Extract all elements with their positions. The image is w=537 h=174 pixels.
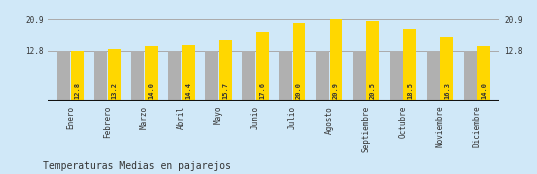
Bar — [477, 46, 490, 101]
Bar — [219, 40, 231, 101]
Text: 17.6: 17.6 — [259, 82, 265, 99]
Bar — [57, 51, 70, 101]
Bar — [95, 51, 107, 101]
Bar — [168, 51, 182, 101]
Bar — [316, 51, 329, 101]
Text: 14.0: 14.0 — [481, 82, 487, 99]
Text: 15.7: 15.7 — [222, 82, 228, 99]
Bar — [353, 51, 366, 101]
Bar — [205, 51, 218, 101]
Text: 16.3: 16.3 — [444, 82, 450, 99]
Bar — [71, 51, 84, 101]
Bar — [108, 49, 121, 101]
Bar — [182, 45, 194, 101]
Text: 12.8: 12.8 — [74, 82, 80, 99]
Bar — [366, 21, 380, 101]
Bar — [464, 51, 477, 101]
Text: 20.0: 20.0 — [296, 82, 302, 99]
Text: 14.0: 14.0 — [148, 82, 154, 99]
Bar — [440, 37, 453, 101]
Bar — [403, 29, 416, 101]
Text: 13.2: 13.2 — [111, 82, 117, 99]
Text: Temperaturas Medias en pajarejos: Temperaturas Medias en pajarejos — [43, 161, 231, 171]
Bar — [242, 51, 255, 101]
Bar — [390, 51, 403, 101]
Text: 20.9: 20.9 — [333, 82, 339, 99]
Text: 14.4: 14.4 — [185, 82, 191, 99]
Bar — [279, 51, 292, 101]
Bar — [427, 51, 440, 101]
Bar — [132, 51, 144, 101]
Text: 18.5: 18.5 — [407, 82, 413, 99]
Bar — [330, 19, 343, 101]
Bar — [293, 23, 306, 101]
Text: 20.5: 20.5 — [370, 82, 376, 99]
Bar — [144, 46, 157, 101]
Bar — [256, 32, 268, 101]
